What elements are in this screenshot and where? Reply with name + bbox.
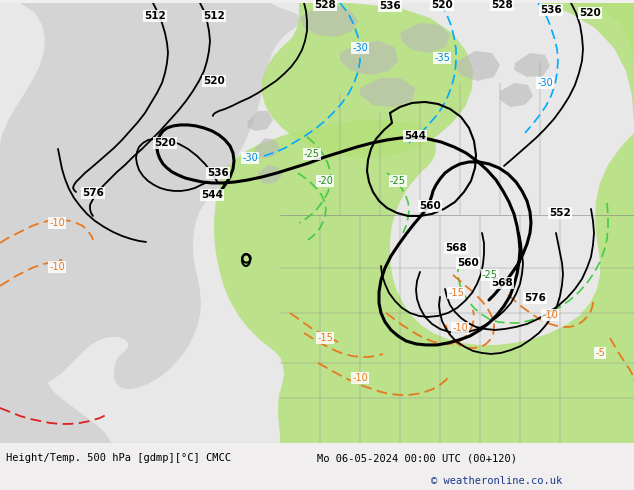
Polygon shape [500,83,533,107]
Text: -10: -10 [49,218,65,228]
Text: -25: -25 [482,270,498,280]
Text: -20: -20 [317,176,333,186]
Polygon shape [540,3,634,123]
Polygon shape [300,5,358,37]
Text: -30: -30 [242,153,258,163]
Text: -30: -30 [352,43,368,53]
Text: -5: -5 [595,348,605,358]
Text: 544: 544 [404,131,426,141]
Text: -10: -10 [49,262,65,272]
Text: -30: -30 [537,78,553,88]
Text: © weatheronline.co.uk: © weatheronline.co.uk [431,476,562,486]
Polygon shape [400,23,450,53]
Text: -25: -25 [390,176,406,186]
Polygon shape [360,78,415,107]
Text: 568: 568 [445,243,467,253]
Text: -15: -15 [317,333,333,343]
Polygon shape [540,3,634,48]
Text: Height/Temp. 500 hPa [gdmp][°C] CMCC: Height/Temp. 500 hPa [gdmp][°C] CMCC [6,453,231,463]
Text: 536: 536 [540,5,562,15]
Text: 544: 544 [201,190,223,200]
Text: -25: -25 [304,149,320,159]
Polygon shape [455,51,500,81]
Text: 512: 512 [144,11,166,21]
Text: -10: -10 [542,310,558,320]
Text: 520: 520 [203,76,225,86]
Polygon shape [247,111,273,131]
Polygon shape [255,138,280,158]
Text: 536: 536 [379,1,401,11]
Text: 576: 576 [524,293,546,303]
Text: -10: -10 [452,323,468,333]
Polygon shape [262,3,473,158]
Text: 560: 560 [419,201,441,211]
Polygon shape [48,3,634,443]
Polygon shape [214,120,634,443]
Text: 536: 536 [207,168,229,178]
Text: -35: -35 [434,53,450,63]
Text: 528: 528 [491,0,513,10]
Polygon shape [258,165,282,184]
Polygon shape [570,3,634,63]
Text: 560: 560 [457,258,479,268]
Polygon shape [0,3,45,145]
Text: 576: 576 [82,188,104,198]
Polygon shape [514,53,550,77]
Text: 520: 520 [154,138,176,148]
Text: -10: -10 [352,373,368,383]
Text: 568: 568 [491,278,513,288]
Text: 528: 528 [314,0,336,10]
Text: 512: 512 [203,11,225,21]
Polygon shape [340,41,398,75]
Text: 552: 552 [549,208,571,218]
Text: -15: -15 [448,288,464,298]
Text: Mo 06-05-2024 00:00 UTC (00+120): Mo 06-05-2024 00:00 UTC (00+120) [317,453,517,463]
Text: 520: 520 [431,0,453,10]
Text: 520: 520 [579,8,601,18]
